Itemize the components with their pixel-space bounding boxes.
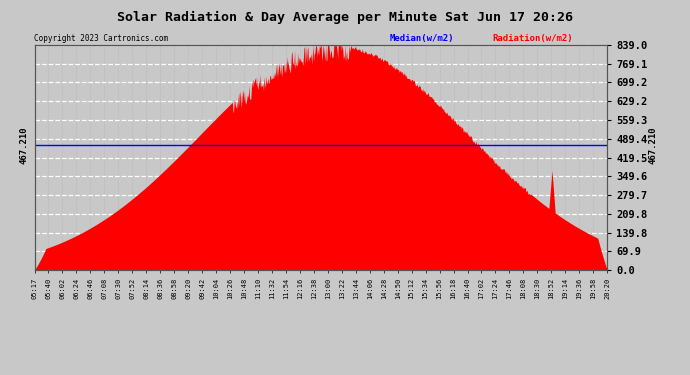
Text: Median(w/m2): Median(w/m2)	[390, 34, 454, 43]
Text: 467.210: 467.210	[649, 126, 658, 164]
Text: Solar Radiation & Day Average per Minute Sat Jun 17 20:26: Solar Radiation & Day Average per Minute…	[117, 11, 573, 24]
Text: Radiation(w/m2): Radiation(w/m2)	[493, 34, 573, 43]
Text: Copyright 2023 Cartronics.com: Copyright 2023 Cartronics.com	[34, 34, 168, 43]
Text: 467.210: 467.210	[20, 126, 29, 164]
